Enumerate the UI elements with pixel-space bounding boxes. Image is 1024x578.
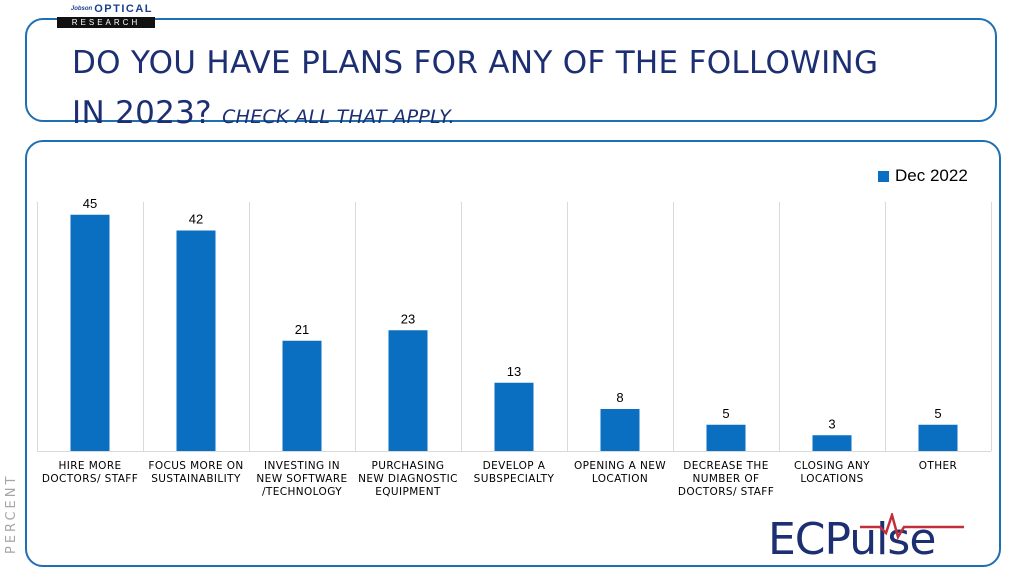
page-title: DO YOU HAVE PLANS FOR ANY OF THE FOLLOWI… (72, 38, 952, 142)
category-label: DECREASE THE NUMBER OF DOCTORS/ STAFF (678, 460, 774, 498)
category-label: OTHER (919, 460, 958, 472)
bar (388, 330, 428, 451)
logo-research-text: RESEARCH (57, 17, 155, 28)
bar (70, 214, 110, 451)
title-panel (25, 18, 997, 122)
data-label: 8 (616, 390, 623, 405)
legend-swatch (878, 170, 889, 182)
data-label: 21 (295, 322, 309, 337)
chart-legend: Dec 2022 (878, 166, 968, 186)
logo-jobson-text: Jobson (70, 6, 93, 12)
title-line-1: DO YOU HAVE PLANS FOR ANY OF THE FOLLOWI… (72, 45, 879, 81)
category-label: OPENING A NEW LOCATION (574, 460, 666, 485)
bar (918, 424, 958, 451)
data-label: 5 (934, 406, 941, 421)
category-label: FOCUS MORE ON SUSTAINABILITY (148, 460, 243, 485)
bar (176, 230, 216, 451)
category-label: INVESTING IN NEW SOFTWARE/TECHNOLOGY (256, 460, 347, 498)
category-label: HIRE MORE DOCTORS/ STAFF (42, 460, 138, 485)
legend-label: Dec 2022 (895, 166, 968, 185)
bar (706, 424, 746, 451)
bar (282, 340, 322, 451)
logo-optical-text: OPTICAL (94, 3, 153, 15)
data-label: 3 (828, 416, 835, 431)
data-label: 42 (189, 212, 203, 227)
category-label: PURCHASING NEW DIAGNOSTIC EQUIPMENT (358, 460, 458, 498)
title-subtitle: CHECK ALL THAT APPLY. (222, 106, 455, 128)
data-label: 45 (83, 196, 97, 211)
category-label: DEVELOP A SUBSPECIALTY (474, 460, 555, 485)
data-label: 23 (401, 311, 415, 326)
bar (812, 435, 852, 451)
data-label: 13 (507, 364, 521, 379)
pulse-line-icon (860, 513, 964, 541)
category-label: CLOSING ANY LOCATIONS (794, 460, 870, 485)
bar (600, 409, 640, 451)
ecpulse-logo-text: ECPulse (768, 514, 936, 565)
title-line-2: IN 2023? (72, 95, 212, 131)
jobson-optical-research-logo: Jobson OPTICAL RESEARCH (57, 4, 155, 30)
data-label: 5 (722, 406, 729, 421)
ecpulse-logo: ECPulse (768, 513, 968, 569)
bar (494, 382, 534, 451)
